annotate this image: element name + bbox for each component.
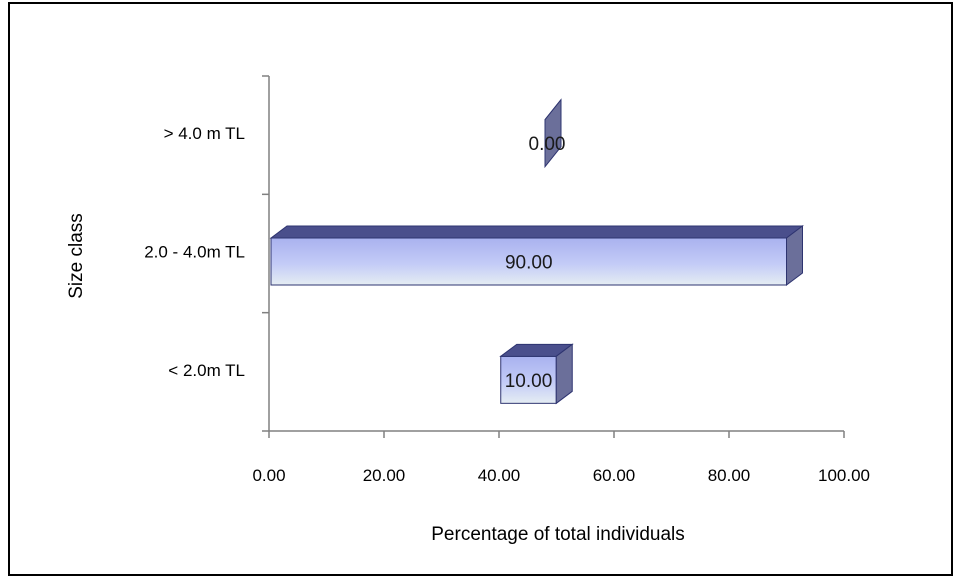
bar-front bbox=[500, 355, 557, 404]
bar-side bbox=[555, 343, 573, 405]
bar-data-label: 90.00 bbox=[505, 253, 553, 274]
chart-frame: 10.00 90.00 0.00 0.00 20.00 40.00 60.00 80.00 1… bbox=[8, 2, 953, 576]
x-tick-label: 80.00 bbox=[708, 466, 751, 485]
bar-chart: 10.00 90.00 0.00 0.00 20.00 40.00 60.00 80.00 1… bbox=[66, 75, 870, 545]
y-axis-title: Size class bbox=[66, 213, 87, 299]
x-tick-label: 60.00 bbox=[593, 466, 636, 485]
bar-data-label: 0.00 bbox=[529, 134, 566, 155]
bar-2: 90.00 bbox=[269, 225, 804, 286]
bar-side bbox=[786, 225, 803, 286]
y-tick-label: < 2.0m TL bbox=[168, 361, 245, 380]
y-tick-label: > 4.0 m TL bbox=[164, 124, 245, 143]
x-tick-label: 100.00 bbox=[818, 466, 870, 485]
y-tick-label: 2.0 - 4.0m TL bbox=[144, 243, 245, 262]
bar-3: 0.00 bbox=[529, 98, 566, 169]
bars-layer: 10.00 90.00 0.00 bbox=[269, 98, 804, 405]
axes-layer: 0.00 20.00 40.00 60.00 80.00 100.00 < 2.0m TL 2… bbox=[144, 75, 870, 485]
x-tick-label: 20.00 bbox=[363, 466, 406, 485]
bar-top bbox=[269, 225, 804, 239]
bar-data-label: 10.00 bbox=[505, 371, 553, 392]
bar-1: 10.00 bbox=[499, 343, 574, 405]
x-tick-label: 0.00 bbox=[252, 466, 285, 485]
x-axis-title: Percentage of total individuals bbox=[431, 524, 685, 545]
bar-side bbox=[544, 98, 562, 169]
x-tick-label: 40.00 bbox=[478, 466, 521, 485]
